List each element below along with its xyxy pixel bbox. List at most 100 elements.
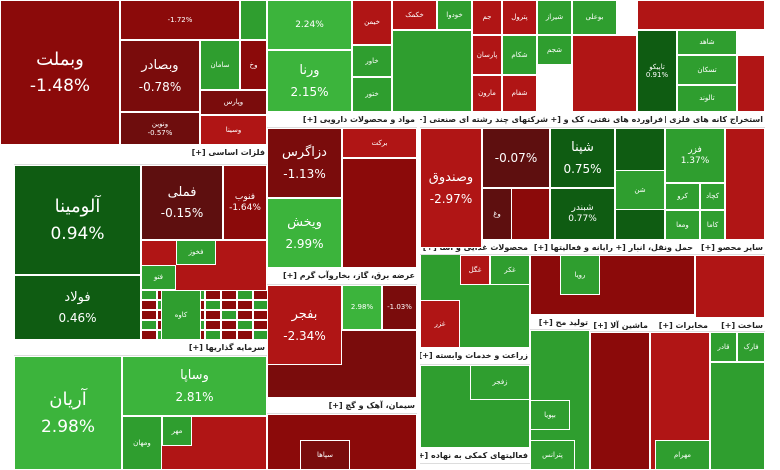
sector-header[interactable]: شرکتهای چند رشته ای صنعتی [+] [420,112,550,128]
sector-header[interactable]: مواد و محصولات دارویی [+] [267,112,417,128]
stock-tile[interactable]: خودوا [437,0,472,30]
stock-tile[interactable]: تسکان [677,55,737,85]
stock-tile[interactable]: کرو [665,183,700,210]
stock-tile[interactable]: مهرام [655,440,710,470]
stock-tile[interactable]: پارسان [472,35,502,75]
stock-tile[interactable]: وغ [482,188,512,240]
stock-tile[interactable]: غزر [420,300,460,348]
stock-tile[interactable]: فارک [737,332,765,362]
stock-tile[interactable]: پترول [502,0,537,35]
stock-tile[interactable]: شکام [502,35,537,75]
stock-tile[interactable]: غکر [490,255,530,285]
stock-tile[interactable]: وخ [240,40,267,90]
stock-tile[interactable]: 2.98% [342,285,382,330]
stock-tile[interactable]: فتو [141,265,176,290]
stock-tile[interactable]: ختور [352,77,392,112]
stock-tile[interactable]: شاهد [677,30,737,55]
stock-tile[interactable]: دزاگرس -1.13% [267,128,342,198]
stock-tile[interactable]: -1.72% [120,0,240,40]
stock-tile[interactable]: رویا [560,255,600,295]
stock-tile[interactable]: -0.07% [482,128,550,188]
stock-tile[interactable]: 2.24% [267,0,352,50]
stock-tile[interactable]: فزر 1.37% [665,128,725,183]
sector-header[interactable]: سایر محصو [+] [695,240,765,255]
stock-tile[interactable]: سپاها [300,440,350,470]
stock-tile[interactable]: فنوب -1.64% [223,165,267,240]
sector-header[interactable]: استخراج کانه های فلزی [+] [665,112,765,128]
tile-name: شیراز [545,13,564,22]
stock-tile[interactable]: خیمن [352,0,392,45]
sector-header[interactable]: ساخت [+] [710,318,765,332]
stock-tile[interactable]: مهر [162,416,192,446]
sector-header[interactable]: ماشین آلا [+] [590,318,650,332]
stock-tile[interactable]: کاما [700,210,725,240]
stock-tile[interactable]: شن [615,170,665,210]
sector-header[interactable]: سیمان، آهک و گچ [+] [267,398,417,414]
stock-tile[interactable]: کچاد [700,183,725,210]
stock-tile[interactable]: ویخش 2.99% [267,198,342,268]
sector-header[interactable]: فعالیتهای کمکی به نهاده [+] [420,448,530,464]
stock-tile[interactable]: آلومینا 0.94% [14,165,141,275]
stock-tile[interactable]: زفجر [470,365,530,400]
stock-tile[interactable]: فخوز [176,240,216,265]
stock-tile[interactable]: -1.03% [382,285,417,330]
stock-tile[interactable]: فولاد 0.46% [14,275,141,340]
sector-header[interactable]: فلزات اساسی [+] [14,145,267,165]
filler-tile [237,290,253,300]
sector-header[interactable]: حمل ونقل، انبار [+] [615,240,695,255]
stock-tile[interactable]: شیراز [537,0,572,35]
sector-header[interactable]: مخابرات [+] [650,318,710,332]
sector-header[interactable]: فراورده های نفتی، کک و [+] [550,112,665,128]
stock-tile[interactable]: خاور [352,45,392,77]
tile-name: ورنا [299,63,320,78]
stock-tile[interactable]: وبملت -1.48% [0,0,120,145]
stock-tile[interactable]: مارون [472,75,502,112]
stock-tile[interactable]: فملی -0.15% [141,165,223,240]
stock-tile[interactable]: بپویا [530,400,570,430]
stock-tile[interactable]: کاوه [161,290,201,340]
filler-tile [342,158,417,268]
stock-tile[interactable]: وسینا [200,115,267,145]
sector-header[interactable]: تولید مح [+] [530,315,590,330]
filler-tile [141,310,157,320]
stock-tile[interactable]: غگل [460,255,490,285]
tile-change: -0.15% [160,206,204,221]
stock-tile[interactable]: ورنا 2.15% [267,50,352,112]
stock-tile[interactable]: جم [472,0,502,35]
tile-name: خودوا [446,10,463,19]
stock-tile[interactable]: بفجر -2.34% [267,285,342,365]
stock-tile[interactable]: بوعلی [572,0,617,35]
filler-tile [221,290,237,300]
stock-tile[interactable]: تالوند [677,85,737,112]
stock-tile[interactable]: ونوین -0.57% [120,112,200,145]
stock-tile[interactable]: ومهان [122,416,162,470]
stock-tile[interactable]: وبصادر -0.78% [120,40,200,112]
stock-tile[interactable]: خکمک [392,0,437,30]
stock-tile[interactable]: شفام [502,75,537,112]
stock-tile[interactable]: قادر [710,332,737,362]
stock-tile[interactable]: شبندر 0.77% [550,188,615,240]
tile-name: خاور [365,56,379,65]
tile-change: 2.15% [290,84,329,99]
stock-tile[interactable]: پترانس [530,440,575,470]
tile-name: غگل [468,265,482,274]
stock-tile[interactable]: وساپا 2.81% [122,356,267,416]
stock-tile[interactable]: وپارس [200,90,267,115]
stock-tile[interactable]: آریان 2.98% [14,356,122,470]
tile-change: -1.13% [283,166,326,181]
tile-name: کاوه [174,310,188,319]
stock-tile[interactable]: برکت [342,128,417,158]
filler-tile [637,0,765,30]
stock-tile[interactable]: وصندوق -2.97% [420,128,482,248]
stock-tile[interactable]: تاپیکو 0.91% [637,30,677,112]
stock-tile[interactable]: ومعا [665,210,700,240]
stock-tile[interactable]: سامان [200,40,240,90]
stock-tile[interactable]: شپنا 0.75% [550,128,615,188]
sector-header[interactable]: زراعت و خدمات وابسته [+] [420,348,530,365]
sector-header[interactable]: سرمایه گذاریها [+] [14,340,267,356]
sector-header[interactable]: عرضه برق، گاز، بخاروآب گرم [+] [267,268,417,285]
tile-name: فولاد [64,289,91,305]
stock-tile[interactable]: شجم [537,35,572,65]
sector-header[interactable]: رایانه و فعالیتها [+] [530,240,615,255]
